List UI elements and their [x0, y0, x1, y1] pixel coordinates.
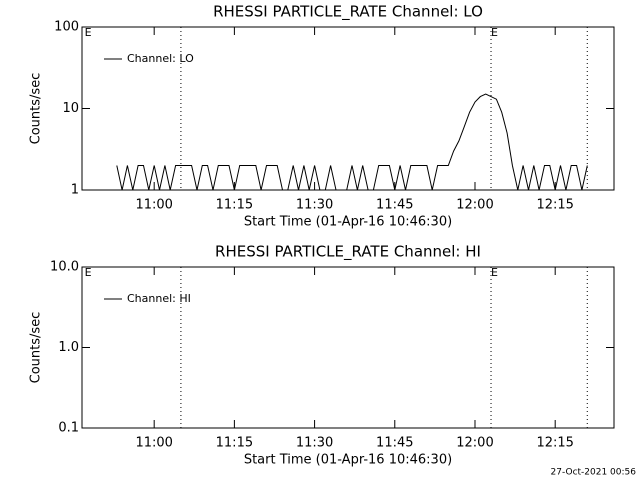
annotation: E: [491, 266, 498, 279]
legend-label: Channel: LO: [127, 52, 194, 65]
y-tick-label: 10.0: [50, 260, 79, 275]
x-tick-label: 12:00: [456, 436, 493, 451]
annotation: E: [85, 26, 92, 39]
y-tick-label: 0.1: [58, 421, 79, 436]
x-axis-label: Start Time (01-Apr-16 10:46:30): [244, 215, 452, 230]
x-tick-label: 11:00: [135, 436, 172, 451]
x-tick-label: 12:15: [536, 198, 573, 213]
x-tick-label: 11:15: [216, 198, 253, 213]
y-tick-label: 1.0: [58, 340, 79, 355]
chart-title: RHESSI PARTICLE_RATE Channel: HI: [215, 243, 481, 262]
y-axis-label: Counts/sec: [29, 73, 44, 145]
legend-label: Channel: HI: [127, 292, 191, 305]
x-tick-label: 11:15: [216, 436, 253, 451]
x-tick-label: 11:00: [135, 198, 172, 213]
x-tick-label: 11:45: [376, 198, 413, 213]
x-tick-label: 12:15: [536, 436, 573, 451]
annotation: E: [85, 266, 92, 279]
x-tick-label: 12:00: [456, 198, 493, 213]
footer: 27-Oct-2021 00:56: [551, 468, 637, 478]
x-tick-label: 11:30: [296, 198, 333, 213]
x-axis-label: Start Time (01-Apr-16 10:46:30): [244, 453, 452, 468]
x-tick-label: 11:30: [296, 436, 333, 451]
data-line: [116, 93, 588, 191]
y-tick-label: 100: [54, 20, 79, 35]
y-axis-label: Counts/sec: [29, 312, 44, 384]
x-tick-label: 11:45: [376, 436, 413, 451]
chart-title: RHESSI PARTICLE_RATE Channel: LO: [213, 3, 483, 22]
annotation: E: [491, 26, 498, 39]
y-tick-label: 10: [62, 101, 79, 116]
y-tick-label: 1: [71, 183, 79, 198]
